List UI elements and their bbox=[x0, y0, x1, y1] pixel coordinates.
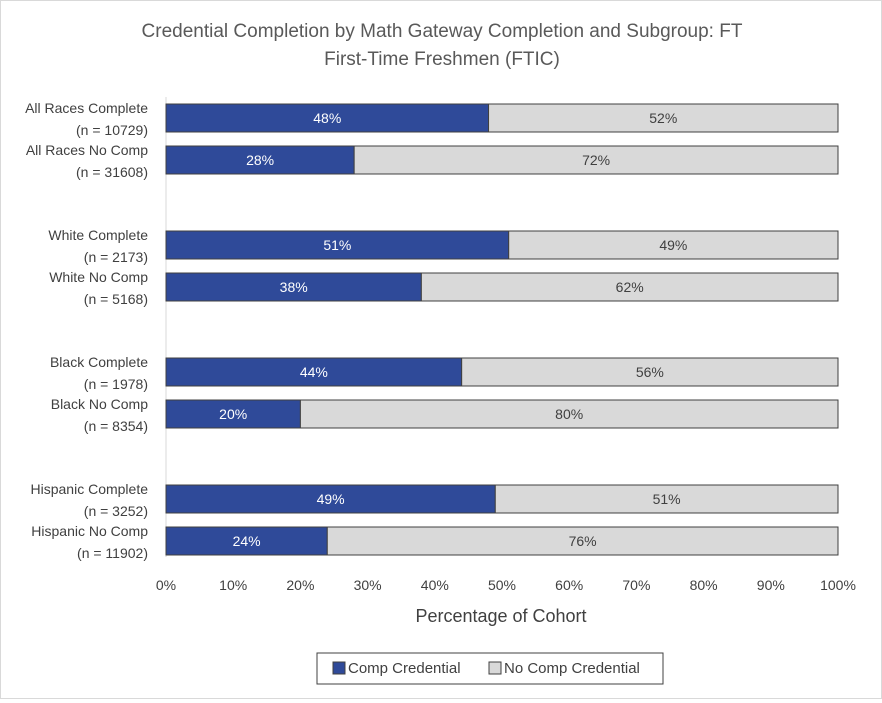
x-tick-label: 40% bbox=[421, 577, 449, 593]
x-tick-label: 30% bbox=[354, 577, 382, 593]
data-label: 72% bbox=[582, 152, 610, 168]
legend-swatch-comp bbox=[332, 661, 346, 675]
data-label: 56% bbox=[636, 364, 664, 380]
data-label: 49% bbox=[659, 237, 687, 253]
category-label: Hispanic Complete bbox=[31, 481, 149, 497]
data-label: 52% bbox=[649, 110, 677, 126]
chart-title-line-1: Credential Completion by Math Gateway Co… bbox=[142, 21, 743, 42]
category-label: Hispanic No Comp bbox=[31, 523, 148, 539]
x-tick-label: 70% bbox=[622, 577, 650, 593]
legend-label: Comp Credential bbox=[348, 660, 461, 677]
bar-segment-comp bbox=[165, 399, 301, 429]
data-label: 24% bbox=[233, 533, 261, 549]
data-label: 49% bbox=[317, 491, 345, 507]
legend: Comp Credential No Comp Credential bbox=[316, 652, 664, 685]
data-label: 20% bbox=[219, 406, 247, 422]
bar-segment-no-comp bbox=[494, 484, 839, 514]
category-label: All Races No Comp bbox=[26, 142, 148, 158]
x-tick-label: 50% bbox=[488, 577, 516, 593]
category-n-label: (n = 5168) bbox=[84, 291, 148, 307]
category-n-label: (n = 11902) bbox=[77, 545, 148, 561]
plot-area: All Races Complete (n = 10729) 48% 52% All R… bbox=[25, 97, 856, 593]
category-label: White No Comp bbox=[49, 269, 148, 285]
bar-segment-no-comp bbox=[353, 145, 839, 175]
bar-segment-no-comp bbox=[488, 103, 839, 133]
x-tick-label: 0% bbox=[156, 577, 176, 593]
category-n-label: (n = 8354) bbox=[84, 418, 148, 434]
data-label: 48% bbox=[313, 110, 341, 126]
bar-segment-no-comp bbox=[299, 399, 839, 429]
x-axis-label: Percentage of Cohort bbox=[415, 606, 586, 626]
data-label: 80% bbox=[555, 406, 583, 422]
data-label: 51% bbox=[323, 237, 351, 253]
bar-segment-comp bbox=[165, 484, 496, 514]
data-label: 51% bbox=[653, 491, 681, 507]
data-label: 38% bbox=[280, 279, 308, 295]
category-label: Black Complete bbox=[50, 354, 148, 370]
data-label: 76% bbox=[569, 533, 597, 549]
data-label: 28% bbox=[246, 152, 274, 168]
x-tick-label: 10% bbox=[219, 577, 247, 593]
category-label: All Races Complete bbox=[25, 100, 148, 116]
bar-segment-no-comp bbox=[326, 526, 839, 556]
category-label: Black No Comp bbox=[51, 396, 148, 412]
legend-swatch-no-comp bbox=[488, 661, 502, 675]
category-n-label: (n = 1978) bbox=[84, 376, 148, 392]
chart-title-line-2: First-Time Freshmen (FTIC) bbox=[324, 49, 560, 70]
category-n-label: (n = 2173) bbox=[84, 249, 148, 265]
category-label: White Complete bbox=[48, 227, 148, 243]
x-tick-label: 20% bbox=[286, 577, 314, 593]
bar-segment-no-comp bbox=[508, 230, 839, 260]
category-n-label: (n = 10729) bbox=[76, 122, 148, 138]
x-tick-label: 100% bbox=[820, 577, 856, 593]
data-label: 44% bbox=[300, 364, 328, 380]
bar-segment-comp bbox=[165, 145, 355, 175]
bar-segment-comp bbox=[165, 526, 328, 556]
category-n-label: (n = 3252) bbox=[84, 503, 148, 519]
category-n-label: (n = 31608) bbox=[76, 164, 148, 180]
bar-segment-comp bbox=[165, 357, 463, 387]
x-tick-label: 60% bbox=[555, 577, 583, 593]
bar-segment-no-comp bbox=[420, 272, 839, 302]
x-tick-label: 80% bbox=[690, 577, 718, 593]
data-label: 62% bbox=[616, 279, 644, 295]
x-tick-label: 90% bbox=[757, 577, 785, 593]
legend-label: No Comp Credential bbox=[504, 660, 640, 677]
bar-segment-no-comp bbox=[461, 357, 839, 387]
